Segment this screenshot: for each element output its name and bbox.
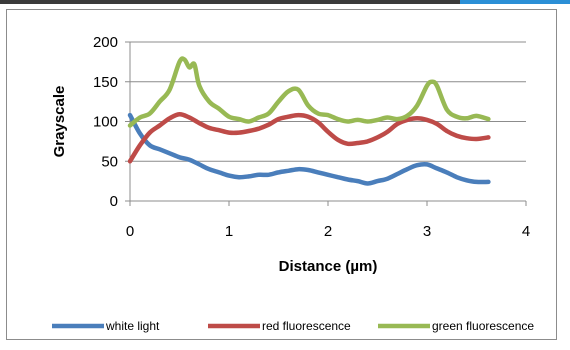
legend: white light red fluorescence green fluores… (52, 319, 534, 333)
chart-frame (6, 9, 557, 340)
x-tick-label: 0 (126, 223, 134, 240)
legend-entry-red-fluorescence: red fluorescence (208, 319, 351, 333)
legend-label: green fluorescence (432, 319, 534, 333)
y-tick-label: 150 (93, 74, 118, 91)
series-line-red-fluorescence (127, 112, 491, 164)
tick-labels: 0 50 100 150 200 0 1 2 3 4 (93, 34, 530, 240)
legend-label: red fluorescence (262, 319, 351, 333)
x-tick-label: 1 (225, 223, 233, 240)
series-line-green-fluorescence (127, 56, 491, 128)
legend-entry-green-fluorescence: green fluorescence (378, 319, 534, 333)
legend-label: white light (105, 319, 160, 333)
x-tick-label: 3 (423, 223, 431, 240)
legend-entry-white-light: white light (52, 319, 160, 333)
y-tick-label: 100 (93, 114, 118, 131)
x-tick-label: 2 (324, 223, 332, 240)
y-axis-title: Grayscale (51, 86, 68, 158)
window-accent-strip (460, 0, 570, 4)
series-line-white-light (127, 112, 491, 186)
y-tick-label: 200 (93, 34, 118, 51)
x-tick-label: 4 (522, 223, 530, 240)
window-top-border (0, 0, 570, 4)
series-lines (127, 56, 491, 186)
y-tick-label: 0 (110, 193, 118, 210)
y-tick-label: 50 (101, 153, 118, 170)
gridlines (130, 41, 526, 162)
x-axis-title: Distance (µm) (279, 258, 378, 275)
axes (125, 41, 527, 206)
